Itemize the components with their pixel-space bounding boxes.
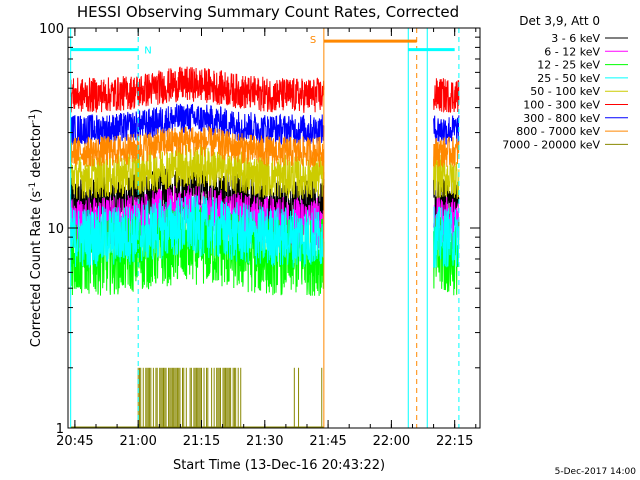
- series-3: [70, 195, 460, 268]
- legend-entry-label: 6 - 12 keV: [544, 45, 600, 58]
- footer-timestamp: 5-Dec-2017 14:00: [555, 467, 637, 477]
- series-4-segment-1: [433, 154, 460, 199]
- series-6-segment-0: [70, 103, 325, 146]
- x-tick-label: 21:15: [183, 434, 220, 449]
- legend-entry-label: 50 - 100 keV: [530, 85, 600, 98]
- y-axis-label-sup1: -1: [28, 182, 38, 191]
- legend-entry-label: 7000 - 20000 keV: [502, 138, 600, 151]
- y-axis-label: Corrected Count Rate (s-1 detector-1): [28, 109, 44, 347]
- series-4: [70, 144, 460, 199]
- y-axis-label-end: ): [29, 109, 44, 114]
- series-6-segment-1: [433, 115, 460, 145]
- series-7-segment-1: [433, 136, 460, 168]
- legend-entry-label: 800 - 7000 keV: [516, 125, 600, 138]
- series-5-segment-1: [433, 78, 460, 113]
- x-tick-label: 20:45: [56, 434, 93, 449]
- y-axis-label-mid: detector: [29, 122, 44, 182]
- axes: 20:45 21:00 21:15 21:30 21:45 22:00 22:15 1 10 10…: [39, 22, 480, 449]
- series-7: [70, 125, 460, 168]
- x-tick-label: 22:15: [436, 434, 473, 449]
- y-tick-label: 10: [47, 222, 64, 237]
- saa-flag-label: S: [310, 35, 316, 46]
- y-axis-label-main: Corrected Count Rate (s: [29, 191, 44, 348]
- legend-entry-label: 3 - 6 keV: [551, 32, 600, 45]
- series-4-segment-0: [70, 144, 325, 199]
- legend-entry-label: 300 - 800 keV: [523, 112, 600, 125]
- series-7-segment-0: [70, 125, 325, 168]
- plot-area: NS: [70, 28, 460, 428]
- series-3-segment-1: [433, 206, 460, 268]
- series-3-segment-0: [70, 195, 325, 268]
- legend-entry-label: 100 - 300 keV: [523, 99, 600, 112]
- legend-entry-label: 12 - 25 keV: [537, 59, 600, 72]
- series-8: [70, 367, 324, 428]
- legend-entry-label: 25 - 50 keV: [537, 72, 600, 85]
- x-tick-label: 21:00: [119, 434, 156, 449]
- x-tick-label: 21:45: [309, 434, 346, 449]
- series-5-segment-0: [70, 66, 325, 113]
- series-6: [70, 103, 460, 146]
- series-5: [70, 66, 460, 113]
- y-tick-label: 100: [39, 22, 64, 37]
- y-axis-label-sup2: -1: [28, 114, 38, 123]
- chart-title: HESSI Observing Summary Count Rates, Cor…: [77, 3, 459, 21]
- y-tick-label: 1: [56, 422, 64, 437]
- x-axis-label: Start Time (13-Dec-16 20:43:22): [173, 458, 385, 473]
- x-tick-label: 22:00: [373, 434, 410, 449]
- legend-title: Det 3,9, Att 0: [519, 14, 600, 28]
- night-flag-label: N: [144, 46, 151, 57]
- x-tick-label: 21:30: [246, 434, 283, 449]
